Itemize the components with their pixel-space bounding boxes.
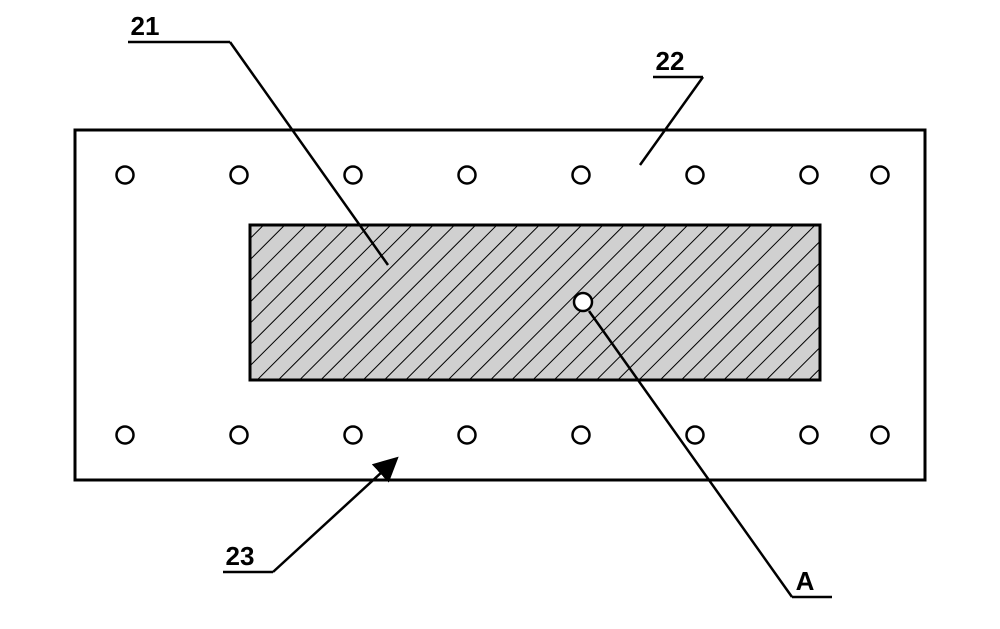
hole-top-5 [573, 167, 590, 184]
hole-bottom-7 [801, 427, 818, 444]
hole-top-3 [345, 167, 362, 184]
center-hole [574, 293, 592, 311]
callout-23: 23 [223, 460, 395, 572]
hole-bottom-4 [459, 427, 476, 444]
hole-top-6 [687, 167, 704, 184]
hole-bottom-1 [117, 427, 134, 444]
diagram-svg: 21 22 23 A [0, 0, 1000, 629]
callout-22: 22 [640, 46, 703, 165]
hole-bottom-6 [687, 427, 704, 444]
hole-top-7 [801, 167, 818, 184]
hole-bottom-3 [345, 427, 362, 444]
hole-top-4 [459, 167, 476, 184]
hole-bottom-5 [573, 427, 590, 444]
callout-22-label: 22 [656, 46, 685, 76]
hole-top-8 [872, 167, 889, 184]
inner-rect [250, 225, 820, 380]
hole-top-1 [117, 167, 134, 184]
callout-21-label: 21 [131, 11, 160, 41]
hole-bottom-2 [231, 427, 248, 444]
callout-a-label: A [796, 566, 815, 596]
hole-top-2 [231, 167, 248, 184]
hole-bottom-8 [872, 427, 889, 444]
callout-23-label: 23 [226, 541, 255, 571]
